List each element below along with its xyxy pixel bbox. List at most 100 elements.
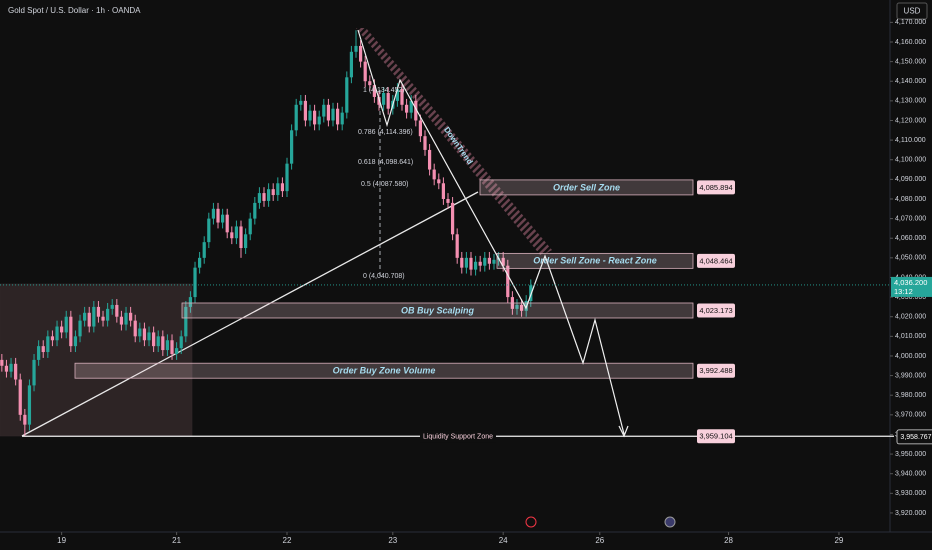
candle-body [142,328,147,341]
candle-body [133,320,137,337]
candle-body [446,198,450,203]
candle-body [455,234,459,258]
candle-body [179,336,183,349]
candle-body [506,265,510,298]
candle-body [96,306,101,317]
downtrend-channel [356,28,552,256]
candle-body [230,232,234,239]
x-tick-label: 24 [499,536,508,545]
candle-body [464,257,468,268]
candle-body [423,136,427,150]
fib-level: 1 (4,134.452) [363,87,405,94]
candle-body [473,261,478,270]
candle-body [73,336,78,347]
candle-body [188,297,193,307]
candle-body [161,336,165,351]
candle-body [432,169,436,180]
candle-body [78,320,82,337]
y-tick-label: 4,120.000 [895,117,926,124]
projection-path [357,29,625,435]
y-tick-label: 3,920.000 [895,510,926,517]
candle-body [483,257,487,266]
candle-body [152,332,156,347]
candle-body [156,336,160,347]
zone-price-box [697,180,735,195]
candle-body [271,189,275,196]
support-axis-label: 3,958.767 [900,434,931,441]
candle-body [303,100,308,121]
candle-body [18,379,22,415]
candle-body [27,385,32,425]
candle-body [234,226,239,239]
candle-body [23,414,27,425]
candle-body [211,208,216,219]
x-tick-label: 29 [834,536,843,545]
candle-body [395,89,400,101]
candle-body [317,116,321,125]
zone [479,179,694,196]
candle-body [469,257,473,270]
y-tick-label: 3,970.000 [895,412,926,419]
candle-body [345,77,349,113]
y-tick-label: 4,010.000 [895,333,926,340]
currency-box[interactable] [896,2,928,20]
event-icon[interactable] [664,516,676,528]
y-tick-label: 4,100.000 [895,157,926,164]
candle-body [515,304,519,309]
y-tick-label: 4,160.000 [895,39,926,46]
event-icon[interactable] [525,516,537,528]
candle-body [414,100,418,121]
candle-body [46,336,50,353]
y-tick-label: 4,030.000 [895,294,926,301]
y-tick-label: 4,000.000 [895,353,926,360]
support-label-bg [420,430,496,443]
y-tick-label: 4,060.000 [895,235,926,242]
candle-body [308,110,312,121]
candle-body [115,304,119,317]
candle-body [427,149,432,170]
x-tick-label: 26 [595,536,604,545]
candle-body [106,308,110,321]
candle-body [492,259,496,264]
y-tick-label: 3,930.000 [895,490,926,497]
y-tick-label: 4,090.000 [895,176,926,183]
uptrend-line [21,191,479,437]
candle-body [285,163,289,192]
support-label: Liquidity Support Zone [423,434,493,441]
candle-body [87,312,91,327]
candle-body [0,359,4,366]
candle-body [501,257,505,266]
candle-body [294,104,298,131]
candle-body [124,312,128,325]
candle-body [267,189,271,201]
last-price-box [891,276,932,297]
candle-body [335,108,340,125]
candle-body [253,202,257,219]
currency: USD [904,7,921,16]
candle-body [110,304,114,309]
candles [0,30,533,437]
zone-price-box [697,253,735,268]
zone-label: Order Buy Zone Volume [333,366,436,376]
candle-body [418,120,423,137]
candle-body [386,93,390,109]
candle-body [170,340,174,354]
candle-body [138,328,142,337]
candle-body [41,346,45,353]
candle-body [381,93,386,105]
candle-body [299,100,303,105]
candle-body [312,110,317,125]
candle-body [225,214,229,233]
zone-price-box [697,363,735,378]
candle-body [487,257,491,264]
fib-level: 0.618 (4,098.641) [358,159,413,166]
candle-body [450,202,455,235]
zone-label: Order Sell Zone - React Zone [533,256,657,266]
x-tick-label: 28 [724,536,733,545]
candle-body [276,183,280,196]
candle-body [83,312,87,321]
y-tick-label: 3,980.000 [895,392,926,399]
zone-price: 4,085.894 [699,183,732,192]
